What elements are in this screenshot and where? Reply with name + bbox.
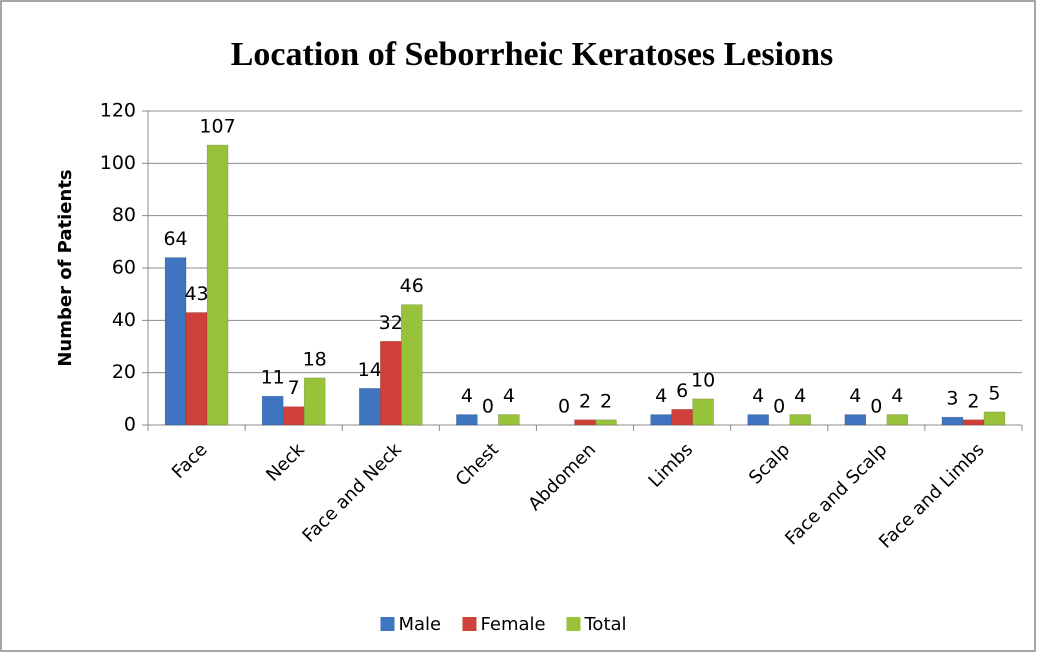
y-tick-label: 100 <box>100 152 136 174</box>
value-label: 7 <box>288 377 300 399</box>
bar <box>747 414 769 426</box>
bar <box>359 388 381 426</box>
legend-label: Total <box>584 614 627 635</box>
bar <box>574 419 596 426</box>
value-label: 4 <box>461 385 473 407</box>
bar <box>789 414 811 426</box>
chart-title: Location of Seborrheic Keratoses Lesions <box>231 36 834 73</box>
value-label: 46 <box>400 275 424 297</box>
y-tick-label: 120 <box>100 100 136 122</box>
value-label: 107 <box>199 116 235 138</box>
y-tick-label: 20 <box>112 361 136 383</box>
value-label: 6 <box>676 380 688 402</box>
value-label: 0 <box>773 396 785 418</box>
value-label: 32 <box>379 312 403 334</box>
value-label: 14 <box>358 359 382 381</box>
bar <box>498 414 520 426</box>
value-label: 2 <box>967 390 979 412</box>
y-tick-label: 40 <box>112 309 136 331</box>
bar <box>401 304 423 426</box>
value-label: 0 <box>558 396 570 418</box>
value-label: 2 <box>600 390 612 412</box>
value-label: 4 <box>503 385 515 407</box>
y-axis-label: Number of Patients <box>55 169 76 366</box>
bar <box>282 406 305 426</box>
bar <box>650 414 672 426</box>
value-label: 4 <box>891 385 903 407</box>
value-label: 18 <box>303 348 327 370</box>
bar <box>671 409 693 426</box>
bar <box>886 414 909 426</box>
bar <box>380 341 402 426</box>
bar <box>692 398 714 426</box>
value-label: 4 <box>794 385 806 407</box>
value-label: 0 <box>870 396 882 418</box>
value-label: 0 <box>482 396 494 418</box>
bar <box>844 414 867 426</box>
legend-swatch <box>462 617 477 631</box>
value-label: 5 <box>988 382 1000 404</box>
bar <box>941 416 964 426</box>
y-tick-label: 0 <box>124 414 136 436</box>
value-label: 4 <box>752 385 764 407</box>
value-label: 10 <box>691 369 715 391</box>
value-label: 11 <box>261 367 285 389</box>
legend-swatch <box>380 617 395 631</box>
value-label: 3 <box>946 388 958 410</box>
bar <box>303 377 326 426</box>
bar <box>164 257 187 426</box>
bar <box>983 411 1006 426</box>
value-label: 2 <box>579 390 591 412</box>
legend-label: Female <box>481 614 546 635</box>
bar <box>456 414 478 426</box>
legend-swatch <box>566 617 581 631</box>
bar <box>261 395 284 426</box>
y-tick-label: 80 <box>112 204 136 226</box>
legend-label: Male <box>399 614 442 635</box>
bar <box>185 312 208 426</box>
bar <box>962 419 985 426</box>
value-label: 4 <box>849 385 861 407</box>
value-label: 4 <box>655 385 667 407</box>
value-label: 43 <box>184 283 208 305</box>
value-label: 64 <box>163 228 187 250</box>
y-tick-label: 60 <box>112 257 136 279</box>
bar <box>206 144 229 426</box>
bar <box>595 419 617 426</box>
